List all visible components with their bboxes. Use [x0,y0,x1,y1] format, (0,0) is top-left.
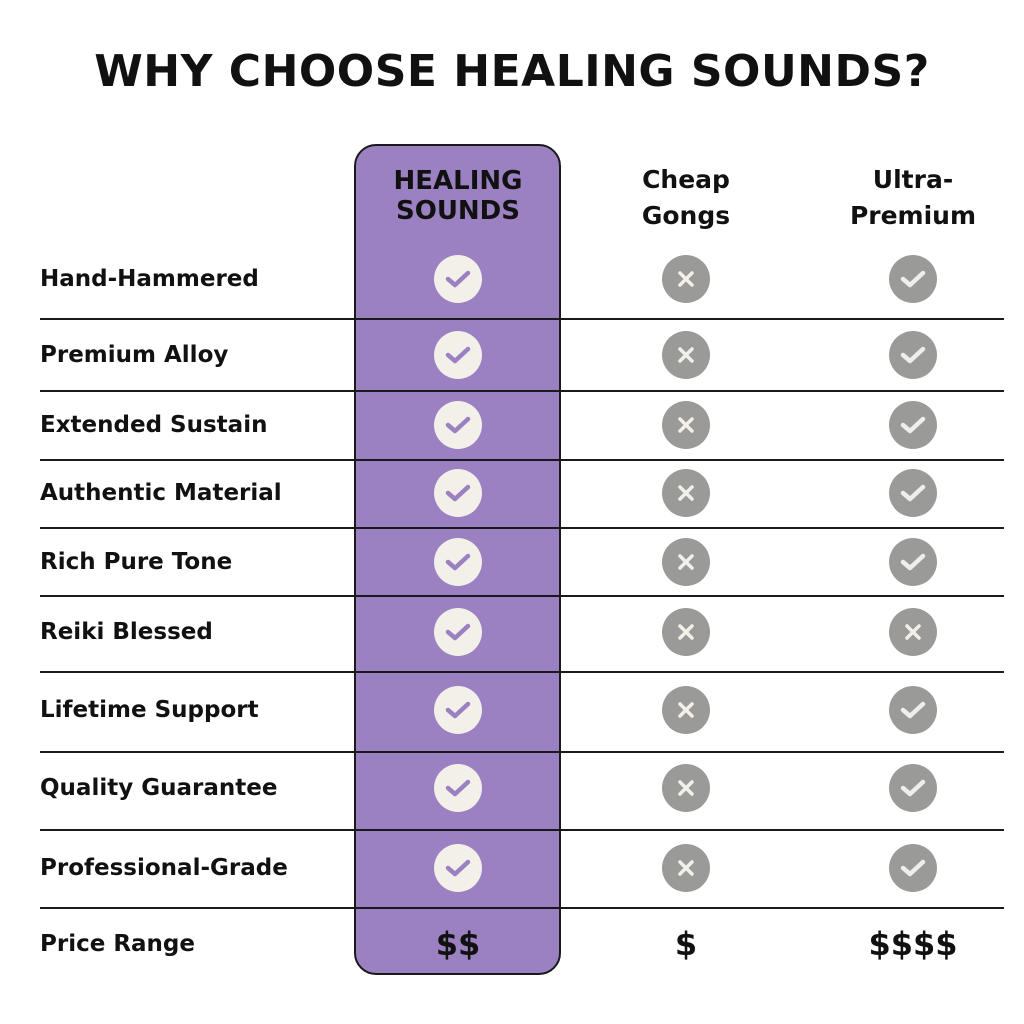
x-icon [662,401,710,449]
column-header-line: Premium [849,201,977,230]
check-icon [889,255,937,303]
column-header-line: HEALING [393,166,523,196]
price-row-label: Price Range [40,931,195,957]
row-divider [40,671,1004,673]
row-divider [40,751,1004,753]
x-icon [662,331,710,379]
check-icon [434,686,482,734]
x-icon [889,608,937,656]
x-icon [662,764,710,812]
column-header: Ultra- Premium [803,162,1023,234]
row-divider [40,459,1004,461]
row-divider [40,527,1004,529]
column-header-line: SOUNDS [395,196,520,226]
x-icon [662,255,710,303]
check-icon [434,844,482,892]
column-header: Cheap Gongs [576,162,796,234]
price-value: $ [674,925,698,963]
check-icon [889,686,937,734]
row-label: Professional-Grade [40,855,288,881]
check-icon [889,331,937,379]
x-icon [662,686,710,734]
check-icon [434,538,482,586]
column-header: HEALING SOUNDS [348,166,568,226]
page-title: WHY CHOOSE HEALING SOUNDS? [94,46,930,97]
check-icon [889,764,937,812]
x-icon [662,469,710,517]
row-label: Hand-Hammered [40,266,259,292]
check-icon [889,401,937,449]
check-icon [434,764,482,812]
x-icon [662,538,710,586]
row-label: Quality Guarantee [40,775,278,801]
row-divider [40,318,1004,320]
check-icon [889,469,937,517]
row-label: Premium Alloy [40,342,229,368]
check-icon [434,608,482,656]
check-icon [889,844,937,892]
column-header-line: Cheap [642,165,730,194]
x-icon [662,844,710,892]
check-icon [434,469,482,517]
check-icon [889,538,937,586]
row-divider [40,829,1004,831]
row-divider [40,595,1004,597]
column-header-line: Gongs [641,201,731,230]
row-label: Rich Pure Tone [40,549,233,575]
check-icon [434,255,482,303]
row-divider [40,907,1004,909]
row-divider [40,390,1004,392]
price-value: $$$$ [868,925,958,963]
x-icon [662,608,710,656]
row-label: Extended Sustain [40,412,268,438]
column-header-line: Ultra- [872,165,954,194]
row-label: Authentic Material [40,480,282,506]
check-icon [434,401,482,449]
check-icon [434,331,482,379]
row-label: Lifetime Support [40,697,259,723]
price-value: $$ [435,925,481,963]
row-label: Reiki Blessed [40,619,213,645]
